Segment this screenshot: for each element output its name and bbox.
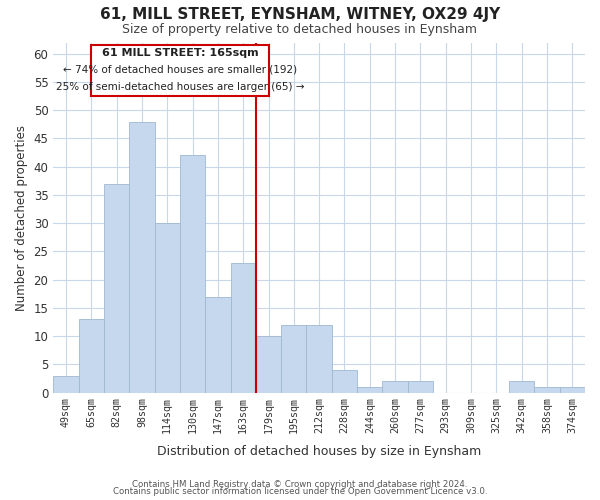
Bar [281, 325, 307, 392]
X-axis label: Distribution of detached houses by size in Eynsham: Distribution of detached houses by size … [157, 444, 481, 458]
Bar [408, 381, 433, 392]
Bar [205, 296, 230, 392]
Text: 61, MILL STREET, EYNSHAM, WITNEY, OX29 4JY: 61, MILL STREET, EYNSHAM, WITNEY, OX29 4… [100, 8, 500, 22]
Bar [104, 184, 129, 392]
Text: ← 74% of detached houses are smaller (192): ← 74% of detached houses are smaller (19… [63, 64, 297, 74]
Bar [535, 387, 560, 392]
Bar [53, 376, 79, 392]
Text: Size of property relative to detached houses in Eynsham: Size of property relative to detached ho… [122, 22, 478, 36]
Bar [256, 336, 281, 392]
Y-axis label: Number of detached properties: Number of detached properties [15, 124, 28, 310]
Bar [560, 387, 585, 392]
Bar [129, 122, 155, 392]
Bar [382, 381, 408, 392]
Bar [79, 319, 104, 392]
Text: 61 MILL STREET: 165sqm: 61 MILL STREET: 165sqm [101, 48, 258, 58]
Bar [155, 223, 180, 392]
Bar [180, 156, 205, 392]
FancyBboxPatch shape [91, 46, 269, 96]
Text: 25% of semi-detached houses are larger (65) →: 25% of semi-detached houses are larger (… [56, 82, 304, 92]
Bar [357, 387, 382, 392]
Bar [509, 381, 535, 392]
Bar [307, 325, 332, 392]
Text: Contains HM Land Registry data © Crown copyright and database right 2024.: Contains HM Land Registry data © Crown c… [132, 480, 468, 489]
Bar [230, 262, 256, 392]
Bar [332, 370, 357, 392]
Text: Contains public sector information licensed under the Open Government Licence v3: Contains public sector information licen… [113, 487, 487, 496]
